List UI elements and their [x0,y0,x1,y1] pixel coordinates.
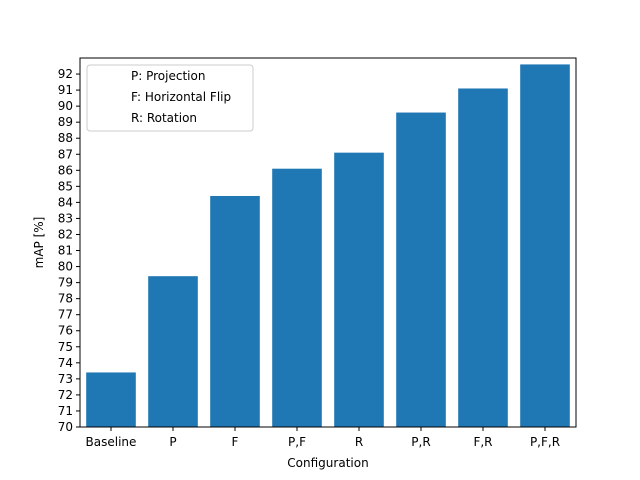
y-tick-label: 81 [58,244,73,258]
legend-frame [86,64,254,132]
y-tick-label: 70 [58,420,73,434]
y-tick-label: 87 [58,147,73,161]
y-tick-label: 72 [58,388,73,402]
y-tick-label: 76 [58,324,73,338]
y-tick-label: 90 [58,99,73,113]
legend-entry: F: Horizontal Flip [131,90,231,104]
y-tick-label: 80 [58,260,73,274]
x-tick-label: Baseline [86,435,137,449]
x-tick-label: F,R [473,435,492,449]
y-tick-label: 78 [58,292,73,306]
y-tick-label: 83 [58,211,73,225]
bar-6 [458,88,508,427]
bar-7 [520,64,570,427]
x-ticks-group: Baseline P F P,F R P,R F,R P,F,R [86,427,560,449]
plot-frame [79,57,577,428]
y-tick-label: 75 [58,340,73,354]
x-tick-label: P,F,R [530,435,560,449]
y-axis-label: mAP [%] [32,217,46,269]
y-tick-label: 91 [58,83,73,97]
bar-1 [148,276,198,427]
y-tick-label: 73 [58,372,73,386]
bar-4 [334,152,384,427]
y-ticks-group: 70 71 72 73 74 75 76 77 78 79 80 81 82 83 84 85 86 87 88 89… [58,67,80,434]
y-tick-label: 92 [58,67,73,81]
x-tick-label: P,F [288,435,306,449]
y-tick-label: 84 [58,195,73,209]
y-tick-label: 79 [58,276,73,290]
x-tick-label: P,R [411,435,430,449]
bar-3 [272,168,322,427]
legend: P: Projection F: Horizontal Flip R: Rotati… [86,64,254,132]
bar-0 [86,372,136,427]
legend-entry: R: Rotation [131,111,197,125]
y-tick-label: 85 [58,179,73,193]
x-tick-label: P [169,435,176,449]
y-tick-label: 71 [58,404,73,418]
y-tick-label: 74 [58,356,73,370]
x-tick-label: R [355,435,363,449]
bar-5 [396,112,446,428]
legend-entry: P: Projection [131,69,205,83]
y-tick-label: 77 [58,308,73,322]
x-axis-label: Configuration [287,456,368,470]
y-tick-label: 86 [58,163,73,177]
y-tick-label: 82 [58,227,73,241]
y-tick-label: 89 [58,115,73,129]
x-tick-label: F [232,435,239,449]
y-tick-label: 88 [58,131,73,145]
bar-2 [210,195,260,427]
bars-group [86,64,570,428]
